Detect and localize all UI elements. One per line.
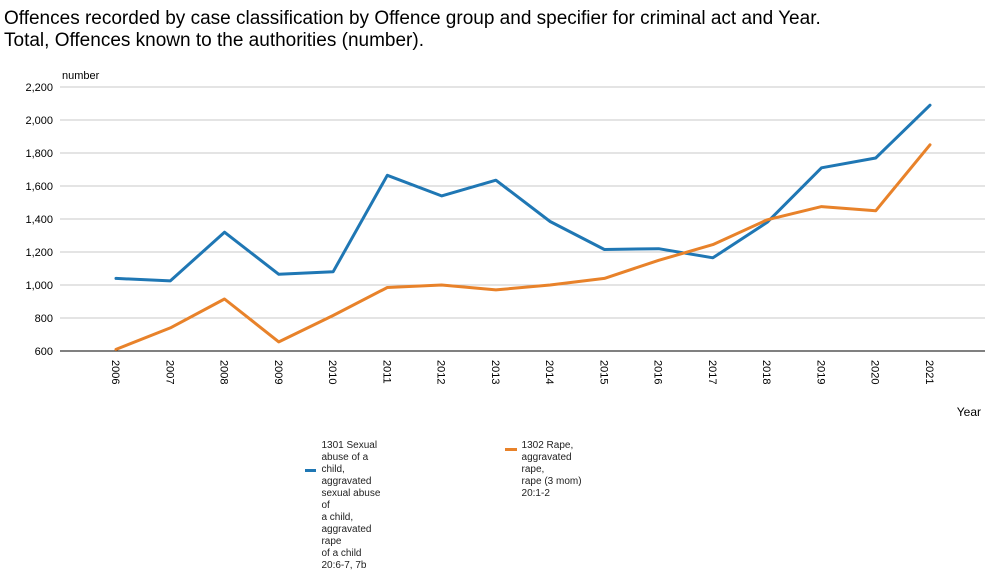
data-point-2-2017[interactable]: [711, 243, 715, 247]
y-tick-label: 2,000: [25, 115, 53, 127]
legend-swatch-1302: [505, 448, 517, 451]
data-point-2-2007[interactable]: [168, 326, 172, 330]
data-point-1-2016[interactable]: [657, 247, 661, 251]
series-lines: [114, 103, 932, 351]
x-tick-label: 2012: [435, 360, 447, 384]
chart-title: Offences recorded by case classification…: [4, 8, 989, 52]
data-point-2-2008[interactable]: [223, 297, 227, 301]
x-tick-label: 2007: [163, 360, 175, 384]
data-point-2-2014[interactable]: [548, 283, 552, 287]
data-point-2-2009[interactable]: [277, 340, 281, 344]
chart-title-line-1: Offences recorded by case classification…: [4, 8, 821, 29]
y-axis-label: number: [62, 70, 100, 82]
data-point-1-2006[interactable]: [114, 276, 118, 280]
data-point-1-2010[interactable]: [331, 270, 335, 274]
y-axis-ticks: 600 800 1,000 1,200 1,400 1,600 1,800 2,000 2,20…: [25, 82, 53, 358]
y-tick-label: 1,200: [25, 247, 53, 259]
data-point-1-2015[interactable]: [602, 248, 606, 252]
data-point-1-2009[interactable]: [277, 272, 281, 276]
legend-swatch-1301: [305, 469, 317, 472]
data-point-2-2011[interactable]: [385, 285, 389, 289]
x-axis-ticks: 2006 2007 2008 2009 2010 2011 2012 2013 2014 2015…: [109, 360, 935, 384]
data-point-1-2021[interactable]: [928, 103, 932, 107]
data-point-1-2014[interactable]: [548, 219, 552, 223]
x-tick-label: 2017: [706, 360, 718, 384]
x-tick-label: 2020: [869, 360, 881, 384]
x-tick-label: 2019: [814, 360, 826, 384]
data-point-2-2013[interactable]: [494, 288, 498, 292]
data-point-1-2012[interactable]: [440, 194, 444, 198]
y-tick-label: 1,000: [25, 280, 53, 292]
data-point-2-2020[interactable]: [874, 209, 878, 213]
y-tick-label: 800: [35, 313, 53, 325]
data-point-2-2019[interactable]: [819, 205, 823, 209]
x-tick-label: 2008: [218, 360, 230, 384]
x-tick-label: 2021: [923, 360, 935, 384]
x-tick-label: 2014: [543, 360, 555, 384]
legend-item-1302[interactable]: 1302 Rape, aggravated rape, rape (3 mom)…: [505, 440, 584, 500]
data-point-2-2006[interactable]: [114, 347, 118, 351]
data-point-1-2017[interactable]: [711, 256, 715, 260]
data-point-1-2013[interactable]: [494, 178, 498, 182]
gridlines: [60, 86, 985, 352]
legend-item-1301[interactable]: 1301 Sexual abuse of a child, aggravated…: [305, 440, 384, 572]
data-point-2-2010[interactable]: [331, 314, 335, 318]
y-tick-label: 600: [35, 346, 53, 358]
line-chart: 600 800 1,000 1,200 1,400 1,600 1,800 2,000 2,20…: [25, 70, 985, 419]
x-axis-label: Year: [957, 405, 981, 419]
legend-label-1301: 1301 Sexual abuse of a child, aggravated…: [321, 440, 381, 571]
x-tick-label: 2010: [326, 360, 338, 384]
data-point-1-2008[interactable]: [223, 230, 227, 234]
data-point-1-2019[interactable]: [819, 166, 823, 170]
x-tick-label: 2013: [489, 360, 501, 384]
y-tick-label: 2,200: [25, 82, 53, 94]
data-point-2-2016[interactable]: [657, 258, 661, 262]
x-tick-label: 2009: [272, 360, 284, 384]
data-point-1-2011[interactable]: [385, 173, 389, 177]
y-tick-label: 1,600: [25, 181, 53, 193]
data-point-1-2020[interactable]: [874, 156, 878, 160]
y-tick-label: 1,400: [25, 214, 53, 226]
series-line-2[interactable]: [114, 143, 932, 351]
y-tick-label: 1,800: [25, 148, 53, 160]
x-tick-label: 2016: [652, 360, 664, 384]
x-tick-label: 2006: [109, 360, 121, 384]
data-point-2-2015[interactable]: [602, 276, 606, 280]
data-point-2-2018[interactable]: [765, 218, 769, 222]
legend-label-1302: 1302 Rape, aggravated rape, rape (3 mom)…: [521, 440, 582, 499]
series-line-1[interactable]: [114, 103, 932, 283]
x-tick-label: 2015: [597, 360, 609, 384]
x-tick-label: 2018: [760, 360, 772, 384]
data-point-1-2007[interactable]: [168, 279, 172, 283]
x-tick-label: 2011: [380, 360, 392, 384]
chart-title-line-2: Total, Offences known to the authorities…: [4, 30, 424, 51]
data-point-2-2021[interactable]: [928, 143, 932, 147]
data-point-2-2012[interactable]: [440, 283, 444, 287]
